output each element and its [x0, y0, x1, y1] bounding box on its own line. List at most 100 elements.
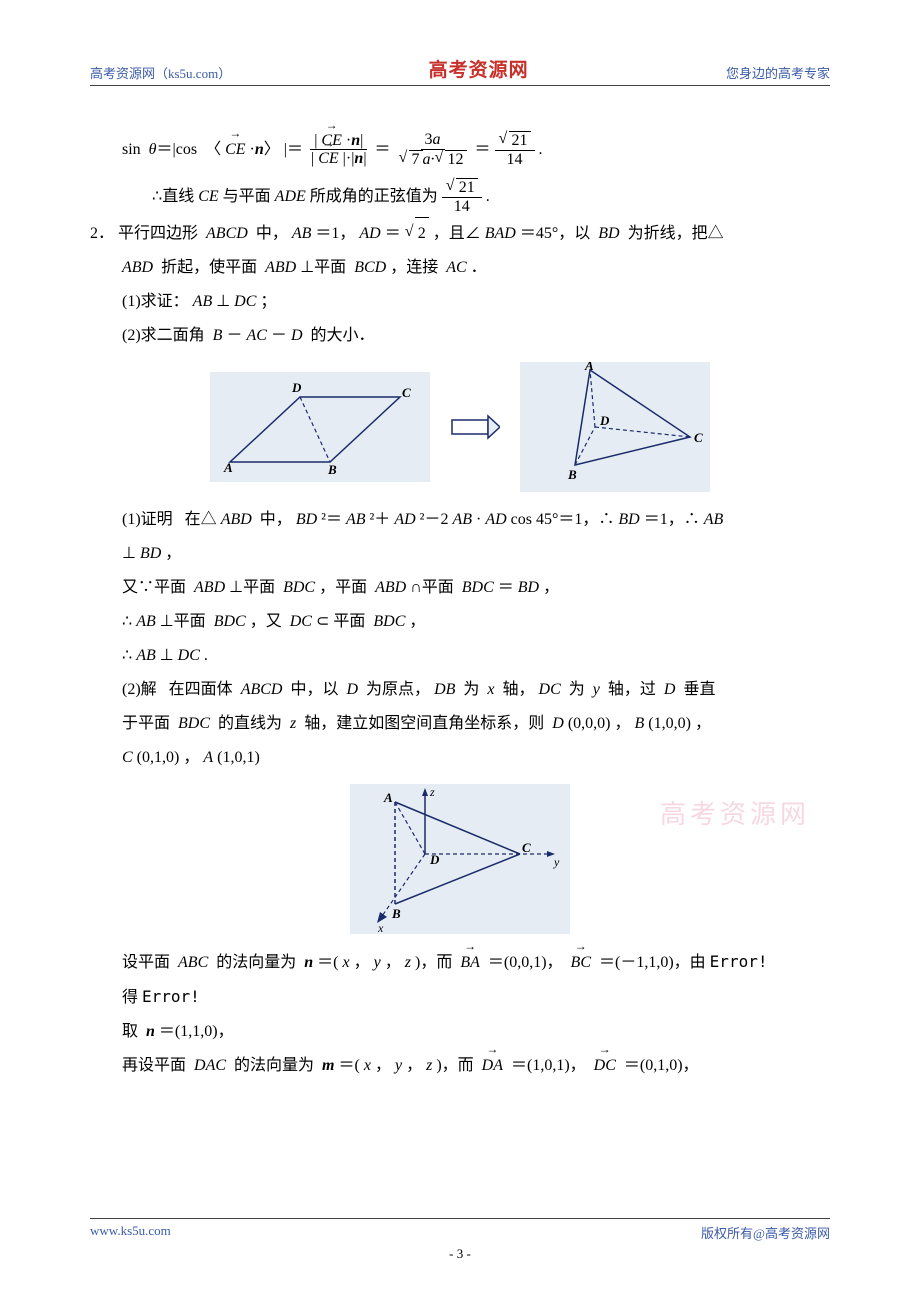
diagram-3d-axes: A B C D z y x: [350, 784, 570, 934]
p2-sqrt2: 2: [415, 217, 429, 250]
p2l2-ABD: ABD: [122, 259, 153, 276]
s2l2-c1: ，: [615, 715, 631, 732]
s2-DB: DB: [434, 681, 455, 698]
svg-text:A: A: [584, 362, 594, 373]
s2l3-Ac: (1,0,1): [217, 749, 260, 766]
q2-AC: AC: [246, 327, 266, 344]
watermark: 高考资源网: [660, 789, 810, 841]
cos-label: cos: [176, 134, 197, 166]
s2b-t4: )，而: [415, 954, 452, 971]
frac3: 21 14: [495, 131, 535, 168]
s2e-y: y: [395, 1057, 402, 1074]
pf1c-AB: AB: [136, 613, 156, 630]
header: 高考资源网（ks5u.com） 高考资源网 您身边的高考专家: [90, 55, 830, 86]
sol-2-line2: 于平面 BDC 的直线为 z 轴，建立如图空间直角坐标系，则 D (0,0,0)…: [90, 708, 830, 740]
svg-text:C: C: [694, 430, 703, 445]
s2b-z: z: [405, 954, 411, 971]
pf1c-BDC: BDC: [210, 613, 246, 630]
p2-eq2: ＝: [385, 225, 401, 242]
eq-sign4: ＝: [475, 134, 491, 166]
svg-text:z: z: [429, 785, 435, 799]
s2l2-c2: ，: [695, 715, 711, 732]
pf1-BD2: BD: [618, 511, 639, 528]
pf1-t10: ，: [165, 545, 181, 562]
s2-y: y: [589, 681, 604, 698]
pf1d-tf: ∴: [122, 647, 132, 664]
error-text-2: Error!: [142, 987, 200, 1006]
frac-ans: 21 14: [442, 178, 482, 215]
s2e-t6: ＝(0,1,0)，: [624, 1057, 699, 1074]
s2e-t2: 的法向量为: [234, 1057, 314, 1074]
pf1b-BDC2: BDC: [458, 579, 494, 596]
pf1c-t2: ，又: [250, 613, 282, 630]
s2l3-A: A: [203, 749, 213, 766]
s2-t5: 轴，: [503, 681, 535, 698]
svg-text:D: D: [599, 413, 610, 428]
angle-l: 〈: [205, 134, 221, 166]
header-right: 您身边的高考专家: [726, 63, 830, 82]
pf1-t7: cos 45°＝1，∴: [511, 511, 615, 528]
q2-end: 的大小．: [311, 327, 375, 344]
pf1c-t3: 平面: [333, 613, 365, 630]
s2l2-BDC: BDC: [174, 715, 214, 732]
s2e-DAC: DAC: [190, 1057, 230, 1074]
s2d-t2: ＝(1,1,0)，: [159, 1023, 234, 1040]
s2-D: D: [342, 681, 362, 698]
p2-t2: 中，: [256, 225, 288, 242]
pf1-t1: 在△: [185, 511, 217, 528]
content: sin θ ＝ | cos 〈 CE · n 〉 | ＝ |CE·n| |CE|…: [90, 86, 830, 1082]
s2c-t1: 得: [122, 989, 138, 1006]
p2-eq3: ＝45°，以: [520, 225, 590, 242]
period2: .: [486, 181, 490, 213]
t1: 直线: [162, 181, 194, 213]
svg-text:A: A: [223, 460, 233, 475]
t3: 所成角的正弦值为: [310, 181, 438, 213]
frac2: 3a 7a·12: [395, 131, 471, 168]
svg-text:A: A: [383, 790, 393, 805]
proof-1-line1b: ⊥ BD ，: [90, 538, 830, 570]
arrow-icon: [450, 412, 500, 442]
diagram-parallelogram: A B C D: [210, 372, 430, 482]
s2e-x: x: [364, 1057, 371, 1074]
pf1b-BDC: BDC: [279, 579, 315, 596]
pf1-t5: ²－2: [420, 511, 449, 528]
p2-num: 2．: [90, 225, 114, 242]
sol-2e: 再设平面 DAC 的法向量为 m ＝( x ， y ， z )，而 DA ＝(1…: [90, 1050, 830, 1082]
p2-eq1: ＝1，: [315, 225, 355, 242]
s2l2-Dc: (0,0,0): [568, 715, 611, 732]
pf1-AB: AB: [346, 511, 366, 528]
s2d-t1: 取: [122, 1023, 138, 1040]
eq-sign: ＝: [157, 134, 173, 166]
s2-t1: 在四面体: [169, 681, 233, 698]
s2-ABCD: ABCD: [237, 681, 287, 698]
pf1-AB2: AB: [452, 511, 472, 528]
proof-1d: ∴ AB ⊥ DC .: [90, 640, 830, 672]
q1-label: (1)求证：: [122, 293, 189, 310]
s2l2-Bc: (1,0,0): [648, 715, 691, 732]
s2l3-Cc: (0,1,0): [137, 749, 180, 766]
q2-D: D: [291, 327, 303, 344]
footer-right: 版权所有@高考资源网: [701, 1223, 830, 1242]
vec-n: n: [255, 134, 264, 166]
q1-perp: ⊥: [216, 293, 230, 310]
sol-2-line1: (2)解 在四面体 ABCD 中，以 D 为原点， DB 为 x 轴， DC 为…: [90, 674, 830, 706]
ans-num: 21: [456, 178, 478, 197]
pf1c-DC: DC: [286, 613, 312, 630]
p2-ABCD: ABCD: [202, 225, 252, 242]
s2-t8: 垂直: [683, 681, 715, 698]
s2-t6: 为: [569, 681, 585, 698]
s2e-t1: 再设平面: [122, 1057, 186, 1074]
p2-BD: BD: [594, 225, 623, 242]
problem-2-line2: ABD 折起，使平面 ABD ⊥平面 BCD ，连接 AC ．: [90, 252, 830, 284]
sol-2d: 取 n ＝(1,1,0)，: [90, 1016, 830, 1048]
p2-t4: 为折线，把△: [628, 225, 724, 242]
s2e-c2: ，: [406, 1057, 422, 1074]
pf1b-t5: ＝: [498, 579, 514, 596]
svg-text:C: C: [402, 385, 411, 400]
vec-CE: CE: [221, 134, 249, 166]
s2-t3: 为原点，: [366, 681, 430, 698]
sol-2-line3: C (0,1,0) ， A (1,0,1): [90, 742, 830, 774]
CE: CE: [194, 181, 222, 213]
s2e-t3: ＝(: [338, 1057, 359, 1074]
sin-label: sin: [122, 134, 141, 166]
